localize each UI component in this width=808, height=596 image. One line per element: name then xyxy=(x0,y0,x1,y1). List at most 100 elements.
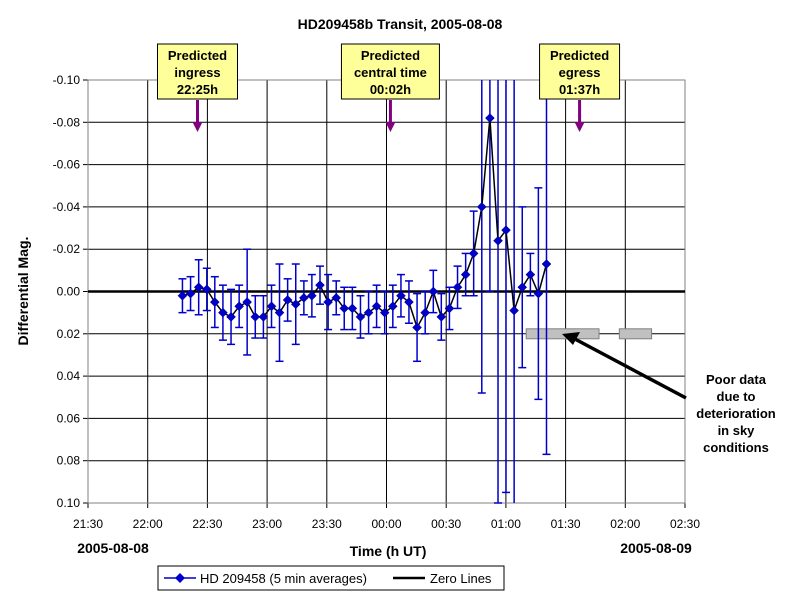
x-tick-label: 22:30 xyxy=(192,517,222,531)
y-tick-label: 0.02 xyxy=(57,327,81,341)
annotation-text: Predicted xyxy=(361,48,420,63)
data-point xyxy=(485,113,495,123)
data-point xyxy=(266,301,277,312)
annotation-box xyxy=(340,43,440,100)
data-point xyxy=(347,303,358,314)
data-point xyxy=(517,282,528,293)
x-tick-label: 02:30 xyxy=(670,517,700,531)
y-axis: -0.10 -0.08 -0.06 -0.04 -0.02 0.00 0.02 0.04 0.0… xyxy=(53,73,88,510)
legend-series-label: HD 209458 (5 min averages) xyxy=(200,571,367,586)
data-point xyxy=(290,299,301,310)
data-point xyxy=(412,322,422,333)
data-markers xyxy=(177,113,552,333)
annotation-text: 22:25h xyxy=(177,82,218,97)
data-point xyxy=(444,303,455,314)
data-point xyxy=(307,290,317,301)
data-point xyxy=(525,269,536,280)
data-point xyxy=(282,295,293,305)
poor-data-text: in sky xyxy=(718,423,756,438)
annotation-arrowhead xyxy=(192,122,203,132)
poor-data-arrowhead xyxy=(562,332,580,345)
annotation-text: egress xyxy=(559,65,601,80)
data-point xyxy=(234,301,245,312)
data-point xyxy=(363,307,374,318)
y-tick-label: -0.02 xyxy=(53,242,81,256)
data-point xyxy=(452,282,463,293)
data-point xyxy=(387,301,398,312)
y-tick-label: 0.06 xyxy=(57,411,81,425)
data-point xyxy=(218,307,228,318)
x-tick-label: 00:00 xyxy=(371,517,401,531)
data-point xyxy=(331,292,342,303)
annotation-text: Predicted xyxy=(168,48,227,63)
x-axis: 21:30 22:00 22:30 23:00 23:30 00:00 00:30 01:00… xyxy=(73,503,700,531)
data-point xyxy=(355,312,366,322)
data-point xyxy=(420,307,431,318)
chart-title: HD209458b Transit, 2005-08-08 xyxy=(298,16,503,32)
y-tick-label: -0.08 xyxy=(53,115,81,129)
annotation-text: central time xyxy=(354,65,427,80)
poor-data-arrow xyxy=(572,336,687,400)
poor-data-text: due to xyxy=(717,389,756,404)
poor-data-text: deterioration xyxy=(696,406,776,421)
date-label-left: 2005-08-08 xyxy=(77,540,149,556)
annotation-box xyxy=(156,43,238,100)
annotation-arrowhead xyxy=(385,122,396,132)
data-point xyxy=(428,286,439,297)
data-point xyxy=(209,297,220,307)
error-bars xyxy=(178,80,551,504)
y-tick-label: 0.04 xyxy=(57,369,81,383)
data-point xyxy=(379,307,390,318)
data-point xyxy=(177,290,188,301)
legend-diamond-icon xyxy=(175,573,185,583)
y-tick-label: 0.00 xyxy=(57,285,81,299)
data-point xyxy=(258,312,269,322)
data-point xyxy=(436,312,447,322)
x-tick-label: 23:30 xyxy=(312,517,342,531)
y-tick-label: -0.06 xyxy=(53,158,81,172)
x-tick-label: 02:00 xyxy=(610,517,640,531)
data-point xyxy=(226,312,236,322)
data-point xyxy=(493,235,503,246)
annotation-text: Predicted xyxy=(550,48,609,63)
data-point xyxy=(201,284,212,295)
series-line xyxy=(182,118,548,330)
data-point xyxy=(339,303,350,314)
data-point xyxy=(509,305,519,316)
poor-data-text: Poor data xyxy=(706,372,767,387)
data-point xyxy=(404,297,414,307)
y-tick-label: 0.08 xyxy=(57,454,81,468)
data-point xyxy=(476,202,487,212)
y-tick-label: 0.10 xyxy=(57,496,81,510)
data-point xyxy=(468,248,479,259)
annotation-text: 00:02h xyxy=(370,82,411,97)
data-point xyxy=(460,269,471,280)
date-label-right: 2005-08-09 xyxy=(620,540,692,556)
data-point xyxy=(541,259,552,269)
data-point xyxy=(242,297,253,307)
data-point xyxy=(501,225,511,236)
annotation-box xyxy=(539,43,621,100)
data-point xyxy=(250,312,261,322)
x-tick-label: 00:30 xyxy=(431,517,461,531)
annotation-arrowhead xyxy=(574,122,585,132)
data-point xyxy=(396,290,406,301)
x-tick-label: 23:00 xyxy=(252,517,282,531)
annotation-text: ingress xyxy=(174,65,220,80)
x-tick-label: 22:00 xyxy=(133,517,163,531)
data-point xyxy=(315,280,325,291)
y-tick-label: -0.04 xyxy=(53,200,81,214)
x-axis-label: Time (h UT) xyxy=(350,543,427,559)
y-axis-label: Differential Mag. xyxy=(15,237,31,346)
data-point xyxy=(371,301,382,312)
annotation-text: 01:37h xyxy=(559,82,600,97)
legend: HD 209458 (5 min averages) Zero Lines xyxy=(157,565,505,591)
annotations: Predicted ingress 22:25h Predicted central t… xyxy=(156,43,621,132)
data-point xyxy=(323,297,333,307)
poor-data-text: conditions xyxy=(703,440,769,455)
data-point xyxy=(185,288,196,299)
x-tick-label: 01:30 xyxy=(551,517,581,531)
x-tick-label: 21:30 xyxy=(73,517,103,531)
data-point xyxy=(533,288,544,299)
